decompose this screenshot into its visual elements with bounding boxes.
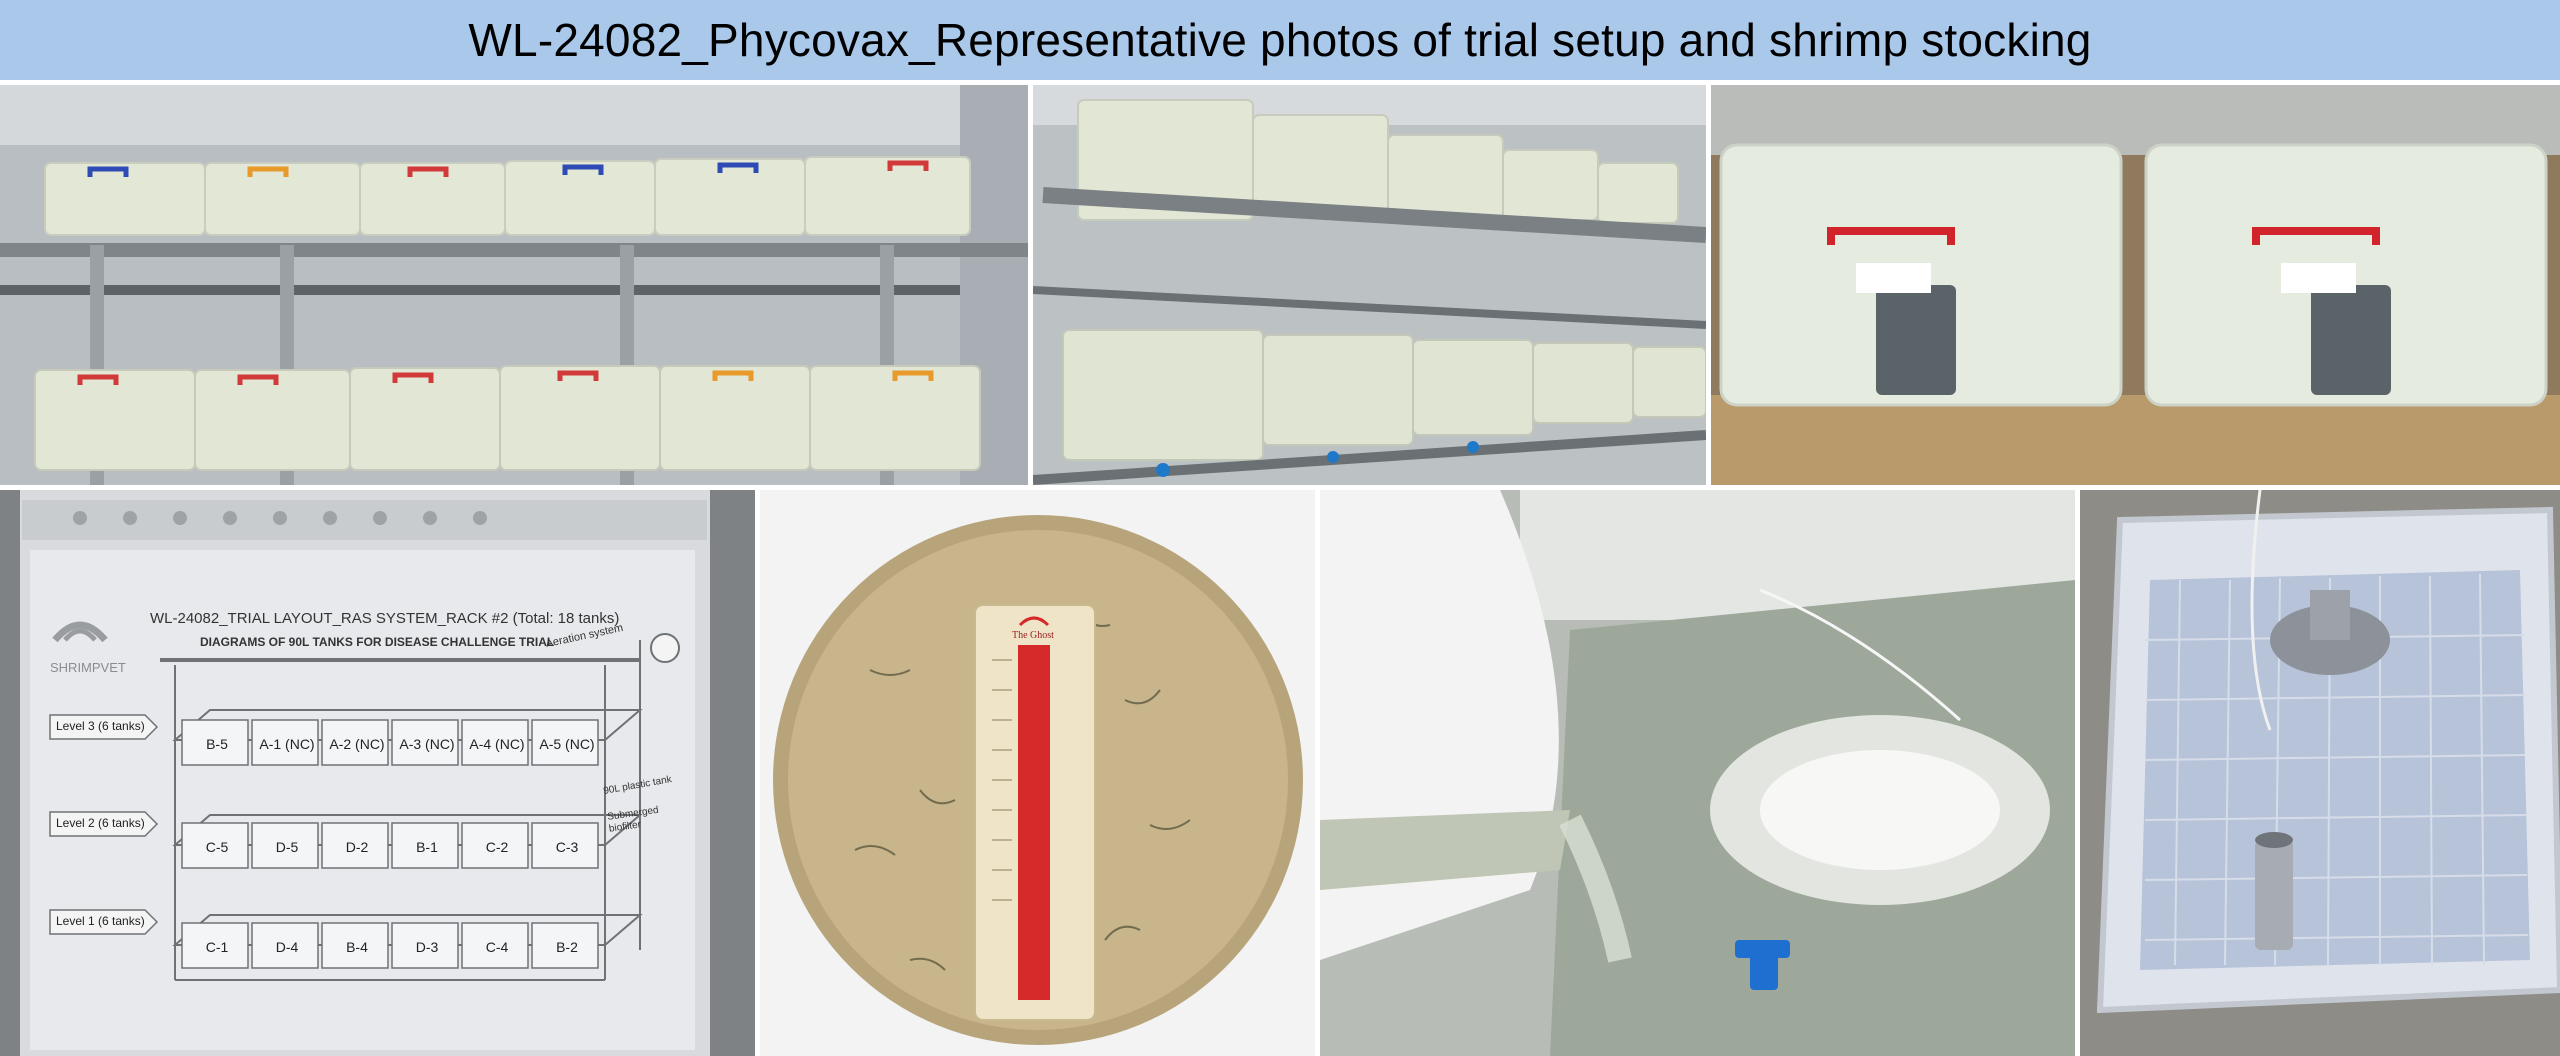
level-1-label: Level 1 (6 tanks) [56, 914, 145, 928]
layout-sheet-title: WL-24082_TRIAL LAYOUT_RAS SYSTEM_RACK #2… [150, 610, 620, 627]
tank-label: A-4 (NC) [469, 736, 525, 752]
level-2-tanks: C-5 D-5 D-2 B-1 C-2 C-3 [182, 839, 602, 855]
tank-label: D-2 [345, 839, 369, 855]
tank-label: C-4 [485, 939, 509, 955]
page-title: WL-24082_Phycovax_Representative photos … [468, 14, 2092, 66]
photo-shrimp-bowl: The Ghost [760, 490, 1315, 1056]
title-banner: WL-24082_Phycovax_Representative photos … [0, 0, 2560, 80]
tank-label: B-1 [416, 839, 438, 855]
photo-layout-sheet: SHRIMPVET WL-24082_TRIAL LAYOUT_RAS SYST… [0, 490, 755, 1056]
tank-label: A-3 (NC) [399, 736, 455, 752]
tank-label: C-3 [555, 839, 579, 855]
layout-sheet-logo-text: SHRIMPVET [50, 660, 126, 675]
tank-label: C-1 [205, 939, 229, 955]
thermometer-label: The Ghost [1012, 630, 1054, 641]
level-3-label: Level 3 (6 tanks) [56, 719, 145, 733]
photo-pouring-shrimp [1320, 490, 2075, 1056]
tank-label: A-1 (NC) [259, 736, 315, 752]
tank-label: C-2 [485, 839, 509, 855]
photo-rack-angled [1033, 85, 1706, 485]
tank-label: B-5 [206, 736, 228, 752]
tank-label: B-4 [346, 939, 368, 955]
tank-label: D-4 [275, 939, 299, 955]
level-1-tanks: C-1 D-4 B-4 D-3 C-4 B-2 [182, 939, 602, 955]
tank-label: A-5 (NC) [539, 736, 595, 752]
tank-label: D-3 [415, 939, 439, 955]
level-2-label: Level 2 (6 tanks) [56, 816, 145, 830]
tank-label: A-2 (NC) [329, 736, 385, 752]
photo-rack-full [0, 85, 1028, 485]
photo-tank-topview [2080, 490, 2560, 1056]
layout-sheet-subtitle: DIAGRAMS OF 90L TANKS FOR DISEASE CHALLE… [200, 635, 555, 649]
photo-tanks-closeup [1711, 85, 2560, 485]
tank-label: D-5 [275, 839, 299, 855]
tank-label: C-5 [205, 839, 229, 855]
tank-label: B-2 [556, 939, 578, 955]
level-3-tanks: B-5 A-1 (NC) A-2 (NC) A-3 (NC) A-4 (NC) … [182, 736, 602, 752]
